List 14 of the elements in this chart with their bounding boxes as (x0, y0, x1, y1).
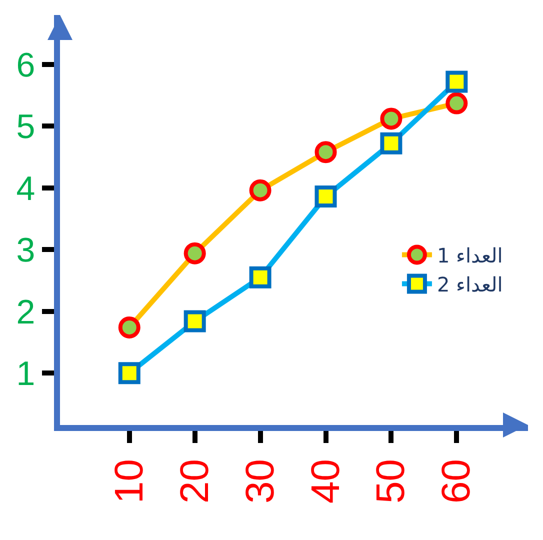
y-tick-label: 4 (16, 170, 36, 208)
legend-label: العداء 1 (436, 244, 503, 268)
y-tick-label: 2 (16, 293, 36, 332)
legend-label: العداء 2 (436, 272, 503, 296)
x-tick-label: 60 (434, 459, 479, 504)
x-tick-label: 30 (238, 459, 282, 504)
x-tick-label: 50 (369, 459, 414, 504)
y-tick-label: 5 (16, 108, 36, 146)
y-tick-label: 1 (16, 355, 36, 394)
y-tick-label: 6 (16, 46, 36, 84)
x-tick-label: 20 (172, 459, 217, 504)
x-tick-label: 10 (107, 459, 152, 504)
y-tick-label: 3 (16, 232, 36, 270)
x-tick-label: 40 (304, 459, 348, 504)
